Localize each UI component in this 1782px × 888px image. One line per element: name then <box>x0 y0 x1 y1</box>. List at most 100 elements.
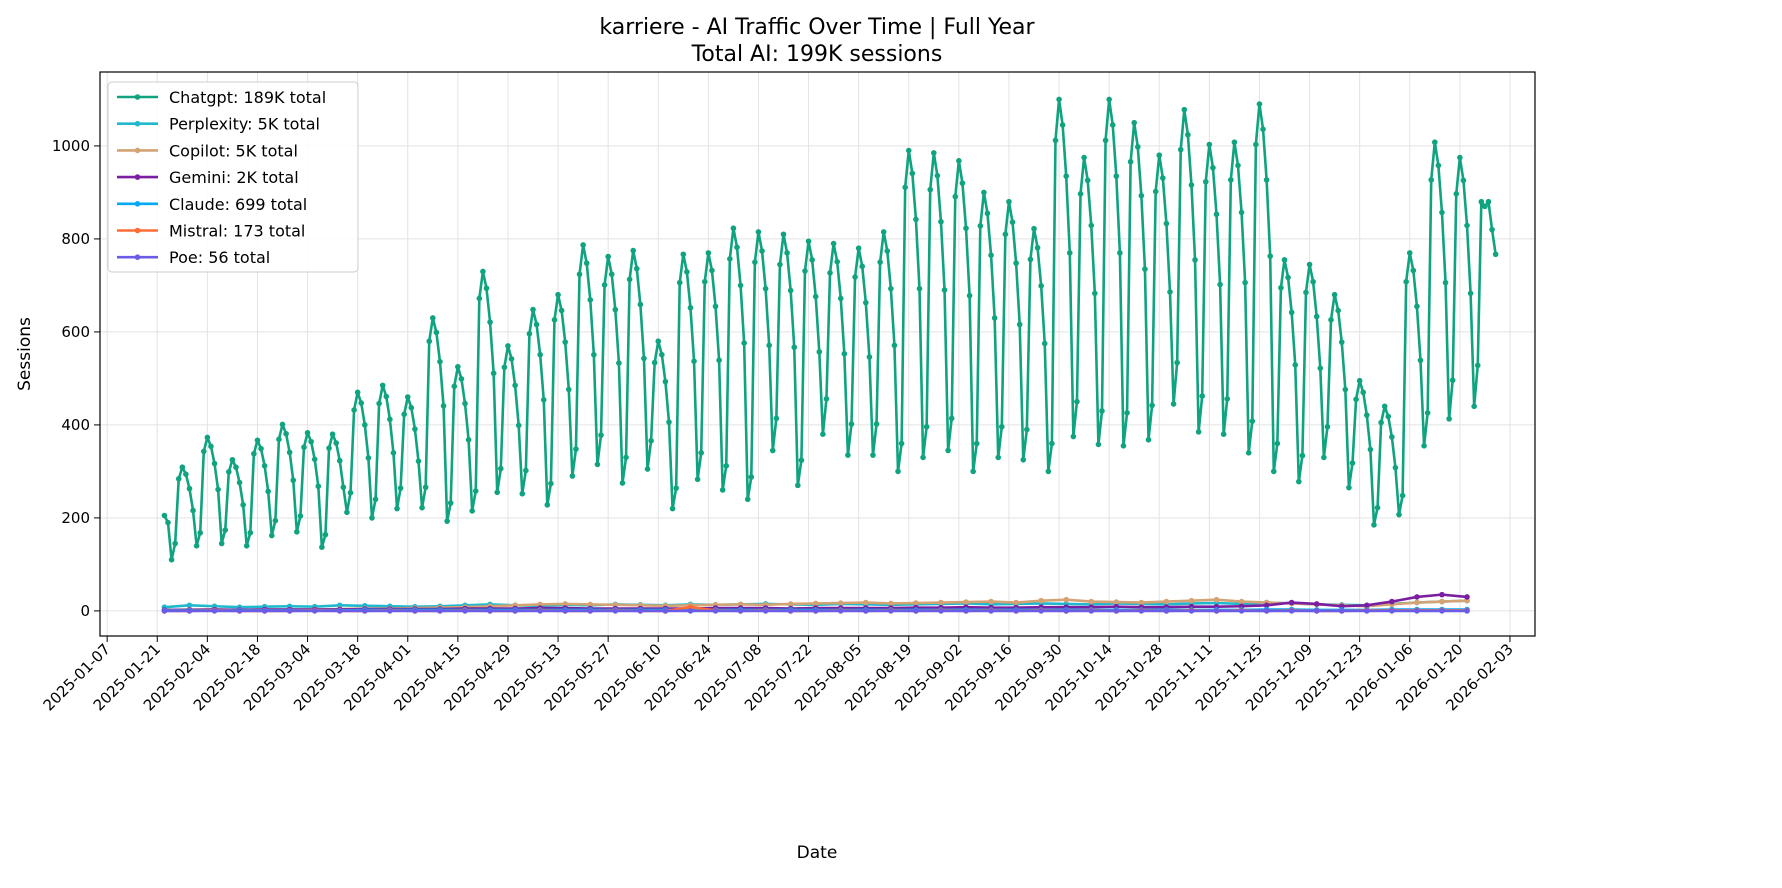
data-point <box>254 437 261 444</box>
data-point <box>1084 177 1091 184</box>
data-point <box>233 464 239 471</box>
legend-marker <box>134 254 141 260</box>
data-point <box>898 440 905 447</box>
data-point <box>347 489 354 496</box>
data-point <box>1088 598 1095 605</box>
data-point <box>1145 436 1152 443</box>
data-point <box>562 601 569 607</box>
data-point <box>1288 608 1295 614</box>
data-point <box>1020 456 1027 463</box>
data-point <box>1292 362 1299 368</box>
data-point <box>1278 284 1284 291</box>
data-point <box>1181 106 1188 113</box>
legend-label: Chatgpt: 189K total <box>169 88 326 107</box>
data-point <box>562 339 569 345</box>
data-point <box>1414 594 1420 600</box>
data-point <box>183 471 189 477</box>
data-point <box>408 404 415 411</box>
data-point <box>845 452 851 458</box>
data-point <box>1263 177 1270 183</box>
data-point <box>945 447 951 454</box>
data-point <box>490 370 497 377</box>
data-point <box>351 407 357 413</box>
data-point <box>1263 602 1270 609</box>
data-point <box>437 608 443 614</box>
data-point <box>451 383 458 390</box>
data-point <box>283 430 289 437</box>
data-point <box>913 216 919 223</box>
data-point <box>1492 251 1499 258</box>
data-point <box>1052 137 1059 144</box>
data-point <box>938 599 944 606</box>
data-point <box>870 452 876 458</box>
data-point <box>1288 599 1295 606</box>
data-point <box>1199 393 1205 399</box>
data-point <box>1117 250 1123 256</box>
data-point <box>247 529 254 536</box>
data-point <box>304 430 311 436</box>
data-point <box>1306 261 1313 268</box>
data-point <box>1474 362 1481 369</box>
data-point <box>222 527 229 533</box>
data-point <box>737 608 744 614</box>
data-point <box>326 445 332 451</box>
data-point <box>301 444 307 451</box>
data-point <box>1464 594 1470 600</box>
data-point <box>888 608 894 614</box>
data-point <box>1378 419 1384 426</box>
data-point <box>401 411 407 418</box>
data-point <box>362 422 368 428</box>
data-point <box>637 608 644 614</box>
data-point <box>444 518 450 524</box>
legend-label: Copilot: 5K total <box>169 141 298 160</box>
data-point <box>916 285 923 292</box>
data-point <box>1245 450 1252 456</box>
data-point <box>412 608 418 614</box>
data-point <box>737 282 744 289</box>
data-point <box>576 271 583 278</box>
legend-marker <box>134 227 141 234</box>
data-point <box>1389 598 1395 605</box>
data-point <box>390 450 397 456</box>
data-point <box>336 457 343 464</box>
data-point <box>1066 250 1073 256</box>
data-point <box>662 378 669 385</box>
axes-frame <box>99 71 1536 637</box>
data-point <box>1389 608 1395 614</box>
data-point <box>1396 511 1402 518</box>
data-point <box>587 297 594 303</box>
data-point <box>1231 139 1238 146</box>
data-point <box>336 608 343 614</box>
data-point <box>1156 152 1163 159</box>
data-point <box>1195 429 1202 435</box>
data-point <box>959 180 966 186</box>
data-point <box>469 508 475 514</box>
data-point <box>208 443 214 450</box>
data-point <box>895 468 901 475</box>
data-point <box>294 529 300 535</box>
data-point <box>1024 426 1030 433</box>
data-point <box>200 448 207 455</box>
data-point <box>841 350 848 357</box>
data-point <box>1213 608 1220 614</box>
data-point <box>458 376 465 382</box>
data-point <box>719 487 726 493</box>
data-point <box>1127 158 1134 165</box>
data-point <box>455 363 461 370</box>
data-point <box>988 252 994 258</box>
data-point <box>1006 198 1012 205</box>
data-point <box>1009 219 1016 225</box>
legend-item-chatgpt: Chatgpt: 189K total <box>117 88 326 107</box>
data-point <box>218 540 225 547</box>
data-point <box>340 484 347 491</box>
data-point <box>430 315 436 321</box>
data-point <box>480 268 486 275</box>
data-point <box>712 608 719 614</box>
data-point <box>769 447 776 454</box>
data-point <box>644 466 651 472</box>
data-point <box>433 329 440 336</box>
data-point <box>1267 253 1273 259</box>
data-point <box>1335 307 1341 314</box>
data-point <box>1360 389 1367 396</box>
data-point <box>691 358 697 365</box>
